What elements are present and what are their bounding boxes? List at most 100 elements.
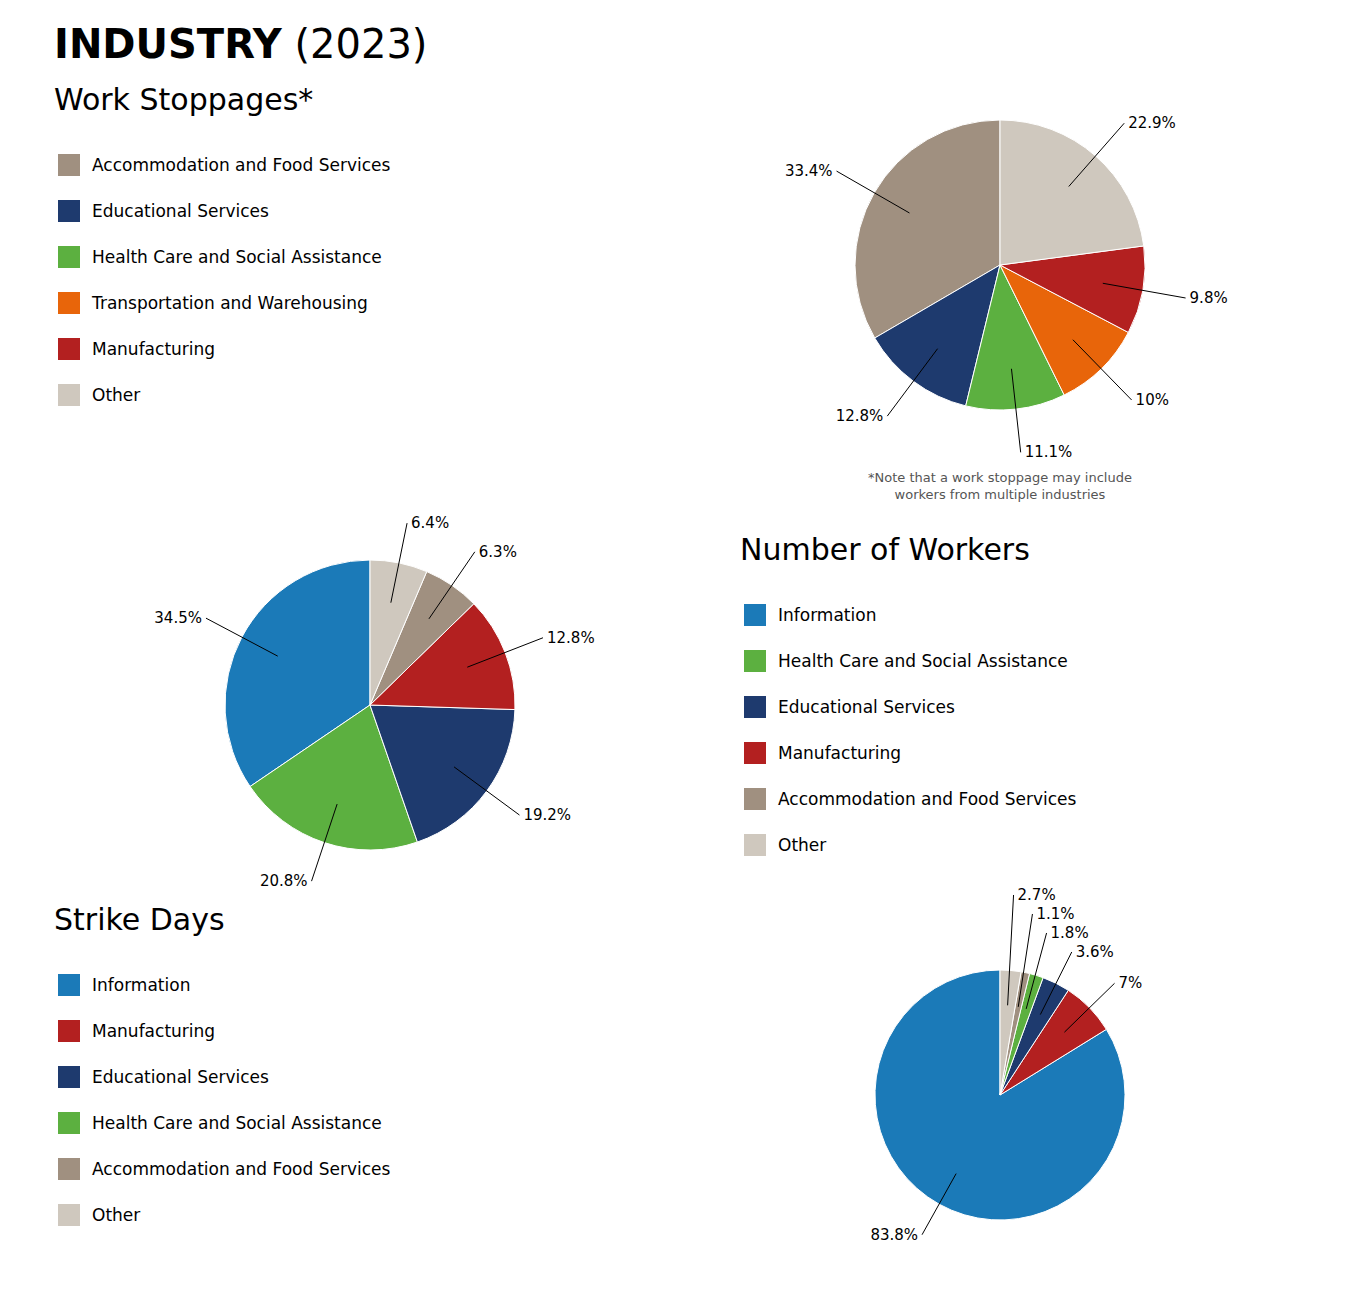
legend-label: Accommodation and Food Services (92, 155, 391, 175)
main-title: INDUSTRY (2023) (54, 21, 427, 67)
chart-0: Work Stoppages* Accommodation and Food Se… (54, 82, 1228, 502)
leader-line (454, 767, 519, 815)
leader-line (1040, 952, 1071, 1015)
legend-label: Health Care and Social Assistance (92, 1113, 382, 1133)
data-label: 7% (1119, 974, 1143, 992)
data-label: 3.6% (1076, 943, 1114, 961)
main-title-rest: (2023) (282, 21, 428, 67)
leader-line (887, 349, 937, 416)
data-label: 20.8% (260, 872, 308, 890)
legend-swatch (58, 1020, 80, 1042)
chart-title: Strike Days (54, 902, 225, 937)
leader-line (1073, 340, 1132, 400)
legend: Number of Workers Information Health Care … (740, 532, 1077, 856)
leader-line (467, 638, 543, 667)
data-label: 10% (1136, 391, 1169, 409)
pie (875, 970, 1125, 1220)
legend-swatch (58, 200, 80, 222)
data-label: 12.8% (547, 629, 595, 647)
legend-label: Health Care and Social Assistance (92, 247, 382, 267)
leader-line (1018, 914, 1032, 1007)
pie-slice (370, 705, 515, 842)
chart-2: Strike Days Information Manufacturing Educa… (54, 886, 1142, 1244)
leader-line (206, 618, 278, 656)
background (0, 0, 1360, 1295)
legend-label: Other (92, 385, 140, 405)
note-line: *Note that a work stoppage may include (868, 470, 1132, 485)
pie-slice (370, 560, 427, 705)
pie-slice (1000, 970, 1021, 1095)
legend-swatch (744, 742, 766, 764)
legend-label: Accommodation and Food Services (778, 789, 1077, 809)
data-labels: 33.4% 12.8% 11.1% 10% 9.8% 22.9% (785, 114, 1228, 461)
legend-swatch (744, 696, 766, 718)
legend-label: Other (92, 1205, 140, 1225)
leader-line (429, 552, 475, 619)
legend-label: Information (92, 975, 190, 995)
legend-swatch (58, 1158, 80, 1180)
data-label: 83.8% (870, 1226, 918, 1244)
data-label: 11.1% (1025, 443, 1073, 461)
legend-label: Manufacturing (92, 339, 215, 359)
legend-swatch (58, 974, 80, 996)
legend-label: Transportation and Warehousing (91, 293, 368, 313)
legend-label: Manufacturing (778, 743, 901, 763)
chart-1: Number of Workers Information Health Care … (154, 514, 1076, 890)
data-label: 1.8% (1051, 924, 1089, 942)
leader-line (391, 523, 407, 603)
leader-line (1064, 983, 1114, 1032)
leader-line (1008, 895, 1014, 1005)
legend: Work Stoppages* Accommodation and Food Se… (54, 82, 391, 406)
leader-line (922, 1174, 956, 1235)
data-label: 12.8% (836, 407, 884, 425)
legend-swatch (58, 246, 80, 268)
chart-title: Work Stoppages* (54, 82, 313, 117)
legend-swatch (744, 650, 766, 672)
legend-label: Other (778, 835, 826, 855)
legend-swatch (58, 154, 80, 176)
data-labels: 34.5% 20.8% 19.2% 12.8% 6.3% 6.4% (154, 514, 594, 890)
note-line: workers from multiple industries (895, 487, 1106, 502)
legend-label: Information (778, 605, 876, 625)
legend: Strike Days Information Manufacturing Educa… (54, 902, 391, 1226)
data-label: 2.7% (1018, 886, 1056, 904)
data-label: 9.8% (1190, 289, 1228, 307)
leader-line (1026, 933, 1046, 1009)
data-label: 34.5% (154, 609, 202, 627)
data-label: 22.9% (1128, 114, 1176, 132)
data-label: 33.4% (785, 162, 833, 180)
legend-swatch (58, 1112, 80, 1134)
leader-line (312, 804, 338, 881)
leader-line (837, 171, 910, 213)
pie-slice (1000, 120, 1144, 265)
chart-title: Number of Workers (740, 532, 1030, 567)
leader-line (1103, 283, 1186, 298)
legend-label: Educational Services (92, 1067, 269, 1087)
leader-line (1069, 123, 1124, 186)
legend-label: Health Care and Social Assistance (778, 651, 1068, 671)
leader-line (1011, 369, 1020, 453)
data-labels: 83.8% 7% 3.6%1.8%1.1%2.7% (870, 886, 1142, 1244)
main-title-bold: INDUSTRY (54, 21, 283, 67)
legend-swatch (744, 604, 766, 626)
pie (225, 560, 515, 850)
data-label: 6.4% (411, 514, 449, 532)
legend-swatch (58, 1204, 80, 1226)
legend-swatch (58, 384, 80, 406)
legend-swatch (744, 834, 766, 856)
legend-label: Educational Services (778, 697, 955, 717)
legend-swatch (744, 788, 766, 810)
data-label: 1.1% (1036, 905, 1074, 923)
legend-label: Manufacturing (92, 1021, 215, 1041)
data-label: 6.3% (479, 543, 517, 561)
note: *Note that a work stoppage may include wo… (868, 470, 1132, 502)
data-label: 19.2% (523, 806, 571, 824)
legend-label: Accommodation and Food Services (92, 1159, 391, 1179)
pie (855, 120, 1145, 410)
figure: INDUSTRY (2023) Work Stoppages* Accommodat… (0, 0, 1360, 1295)
pie-slice (875, 970, 1125, 1220)
legend-label: Educational Services (92, 201, 269, 221)
legend-swatch (58, 1066, 80, 1088)
legend-swatch (58, 338, 80, 360)
legend-swatch (58, 292, 80, 314)
